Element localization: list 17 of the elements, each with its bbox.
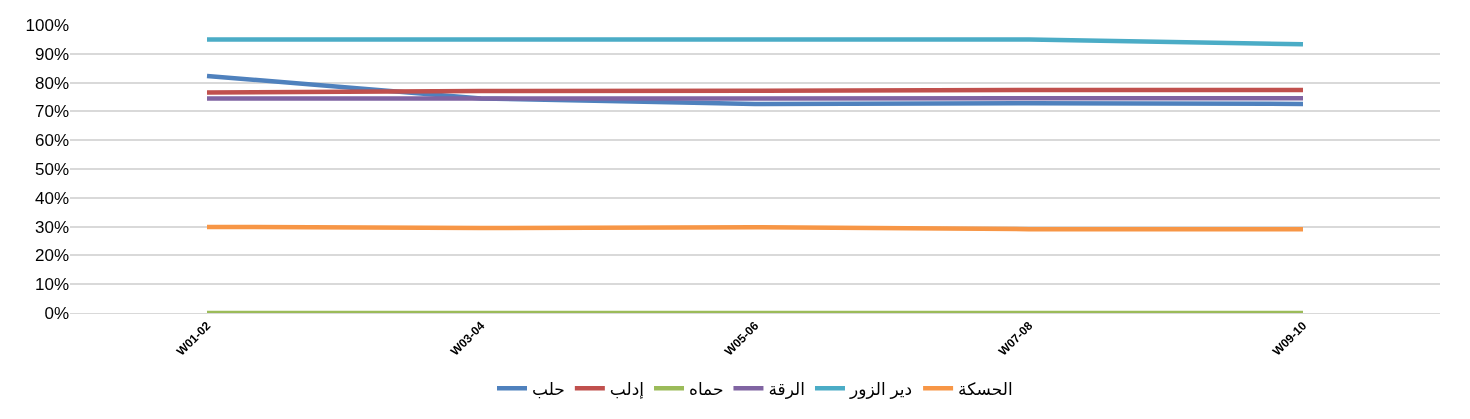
y-tick-label: 20% (34, 246, 69, 266)
y-tick-label: 70% (34, 102, 69, 122)
y-tick-label: 40% (34, 188, 69, 208)
y-tick-label: 100% (25, 15, 69, 35)
y-tick-label: 10% (34, 275, 69, 295)
y-tick-label: 30% (34, 217, 69, 237)
legend-label: الرقة (768, 379, 805, 399)
y-tick-label: 0% (44, 303, 69, 323)
y-tick-label: 90% (34, 44, 69, 64)
y-tick-label: 80% (34, 73, 69, 93)
y-tick-label: 50% (34, 159, 69, 179)
y-tick-label: 60% (34, 131, 69, 151)
legend-label: حماه (689, 379, 724, 399)
legend-label: الحسكة (958, 379, 1013, 399)
legend-label: دير الزور (848, 379, 913, 399)
legend-label: حلب (532, 379, 565, 399)
legend-label: إدلب (609, 379, 645, 399)
